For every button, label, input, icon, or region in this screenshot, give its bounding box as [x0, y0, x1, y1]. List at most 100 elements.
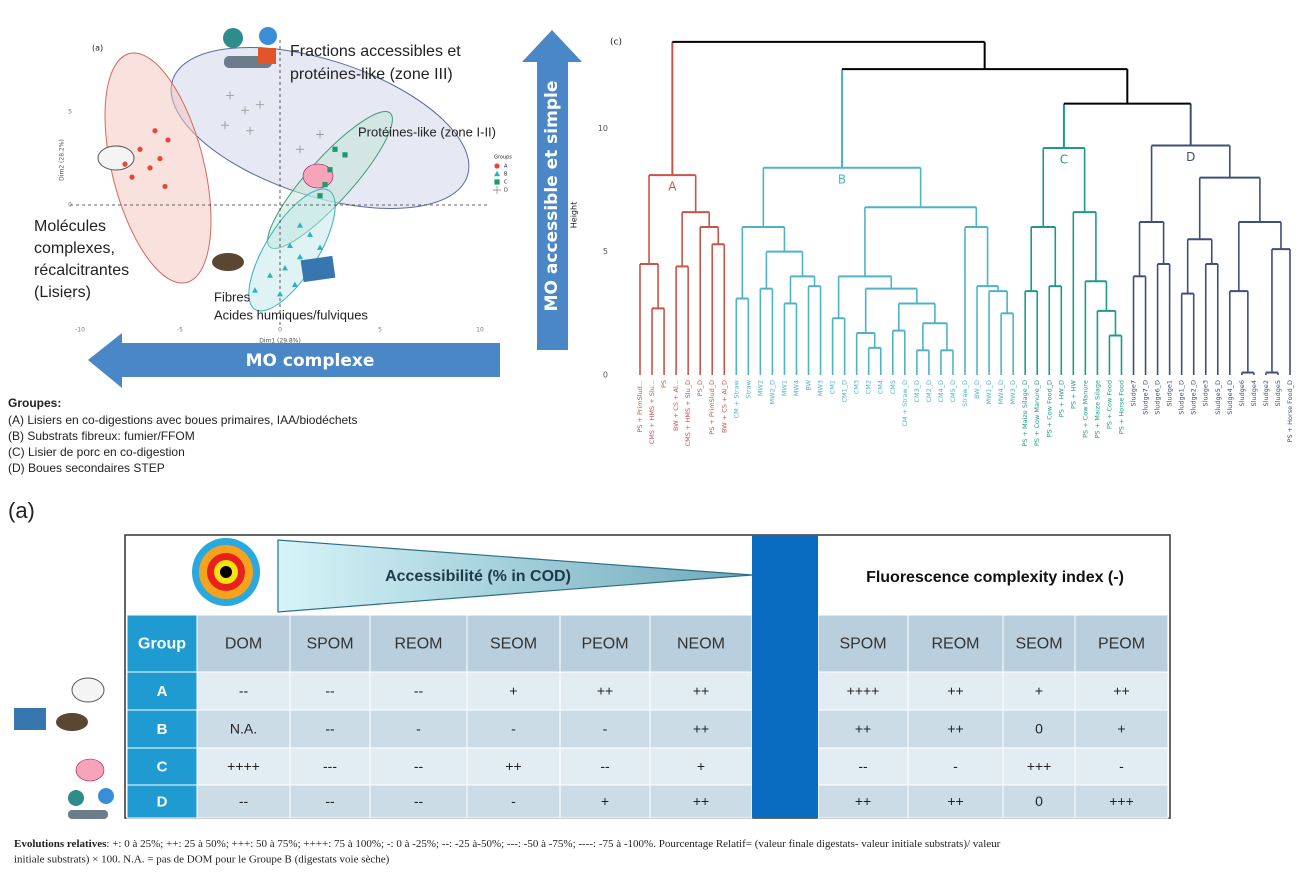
- point: [246, 126, 254, 135]
- leaf-label: Sludge7_D: [1142, 380, 1150, 415]
- point: [297, 222, 303, 228]
- point: [137, 146, 143, 152]
- x-tick-label: -5: [177, 327, 183, 334]
- table-cell: [907, 784, 1004, 819]
- table-cell: [1002, 784, 1076, 819]
- cell-text: +: [601, 793, 609, 809]
- leaf-label: CM5: [889, 380, 897, 394]
- table-cell: [196, 671, 291, 711]
- table-cell: [126, 784, 198, 819]
- arrow-horizontal: [88, 333, 500, 388]
- cell-text: +: [697, 758, 705, 774]
- table-cell: [196, 614, 291, 673]
- leaf-label: PS + Horse Food_D: [1286, 380, 1294, 442]
- point: [317, 193, 323, 199]
- point: [493, 186, 501, 194]
- point: [494, 170, 500, 177]
- point: [282, 264, 288, 271]
- cell-text: ++: [855, 793, 871, 809]
- table-cell: [1074, 614, 1169, 673]
- icon-manure: [56, 713, 88, 731]
- leaf-label: BW + CS + Al...: [672, 380, 680, 431]
- table-cell: [369, 671, 468, 711]
- cell-text: ++: [947, 793, 963, 809]
- table-cell: [1002, 671, 1076, 711]
- group-ellipses: [104, 47, 470, 312]
- leaf-label: Sludge7: [1130, 380, 1138, 406]
- cell-text: ++: [505, 758, 521, 774]
- leaf-label: MW3: [817, 380, 825, 396]
- leaf-label: MW2: [756, 380, 764, 396]
- cell-text: --: [239, 793, 249, 809]
- leaf-label: CM5_D: [949, 380, 957, 403]
- arrow-label: MO accessible et simple: [542, 81, 562, 312]
- cell-text: ++: [855, 721, 871, 737]
- cluster-label: C: [1060, 153, 1068, 167]
- footnote-line: initiale substrats) × 100. N.A. = pas de…: [14, 854, 390, 866]
- leaf-label: CM2_D: [925, 380, 933, 403]
- cell-text: --: [414, 683, 424, 699]
- cell-text: --: [239, 683, 249, 699]
- table-cell: [1074, 709, 1169, 749]
- icon-cow: [71, 677, 105, 703]
- y-tick-label: 5: [68, 109, 72, 116]
- leaf-label: MW1: [780, 380, 788, 396]
- cell-text: --: [325, 721, 335, 737]
- annotation: Molécules: [34, 218, 106, 235]
- leaf-label: CM + Straw_D: [901, 380, 909, 427]
- leaf-label: PS + HW: [1069, 379, 1077, 409]
- fci-header: Fluorescence complexity index (-): [866, 569, 1124, 586]
- leaf-label: Sludge4_D: [1226, 380, 1234, 415]
- legend-title: Groups: [494, 155, 512, 161]
- leaf-label: Sludge4: [1250, 380, 1258, 406]
- point: [162, 183, 168, 190]
- icon-bird: [98, 788, 114, 804]
- table-cell: [196, 784, 291, 819]
- point: [147, 165, 153, 171]
- point: [322, 181, 328, 188]
- x-tick-label: 10: [476, 327, 484, 334]
- leaf-label: Sludge6_D: [1154, 380, 1162, 415]
- icon-bird: [259, 27, 277, 45]
- legend-item: (B) Substrats fibreux: fumier/FFOM: [8, 429, 195, 443]
- table-cell: [559, 784, 651, 819]
- leaf-label: MW3_D: [1009, 380, 1017, 404]
- point: [157, 155, 163, 162]
- legend-label: A: [504, 164, 508, 170]
- point: [297, 253, 303, 260]
- cell-text: --: [325, 793, 335, 809]
- cell-text: --: [414, 758, 424, 774]
- point: [129, 174, 135, 180]
- point: [122, 161, 128, 167]
- y-tick-label: 0: [603, 371, 608, 380]
- pca-plot: -10 -5 0 5 10 -5 0 5 Dim1 (29.8%) Dim2 (28.2%) (a)…: [34, 40, 512, 345]
- icon-cow: [97, 145, 135, 171]
- icon-waste: [14, 708, 46, 730]
- y-tick-label: -5: [66, 294, 72, 301]
- y-axis-label: Height: [570, 202, 579, 228]
- cell-text: -: [953, 758, 958, 774]
- cell-text: ++: [693, 793, 709, 809]
- cell-text: ++: [1113, 683, 1129, 699]
- leaf-label: PS + Cow Manure: [1081, 380, 1089, 438]
- table-cell: [466, 747, 561, 786]
- legend-label: D: [504, 188, 508, 194]
- cell-text: +++: [1027, 758, 1052, 774]
- panel-label: (a): [92, 44, 103, 53]
- icon-manure: [212, 253, 244, 271]
- table-cell: [126, 709, 198, 749]
- leaf-label: Sludge2: [1262, 380, 1270, 406]
- point: [277, 290, 283, 297]
- leaf-label: PS + Maize Silage: [1093, 380, 1101, 438]
- leaf-label: Sludge5: [1274, 380, 1282, 406]
- annotation: complexes,: [34, 240, 115, 257]
- annotation: (Lisiers): [34, 284, 91, 301]
- point: [226, 91, 234, 100]
- cell-text: --: [858, 758, 868, 774]
- point: [256, 100, 264, 109]
- cell-text: N.A.: [230, 721, 257, 737]
- accessibility-wedge: [277, 539, 753, 613]
- icon-pipe: [68, 810, 108, 819]
- table-cell: [1002, 747, 1076, 786]
